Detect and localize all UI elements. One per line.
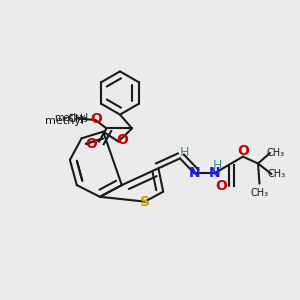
Text: CH₃: CH₃: [266, 148, 284, 158]
Text: O: O: [116, 133, 128, 147]
Text: O: O: [215, 179, 227, 193]
Text: O: O: [90, 112, 102, 126]
Text: methyl: methyl: [54, 113, 88, 123]
Text: N: N: [209, 167, 220, 180]
Text: O: O: [237, 144, 249, 158]
Text: CH₃: CH₃: [68, 113, 88, 124]
Text: H: H: [213, 159, 222, 172]
Text: O: O: [85, 137, 98, 151]
Text: H: H: [180, 146, 189, 159]
Text: CH₃: CH₃: [250, 188, 268, 198]
Text: N: N: [189, 167, 200, 180]
Text: CH₃: CH₃: [268, 169, 286, 179]
Text: methyl: methyl: [45, 116, 84, 126]
Text: S: S: [140, 195, 150, 208]
